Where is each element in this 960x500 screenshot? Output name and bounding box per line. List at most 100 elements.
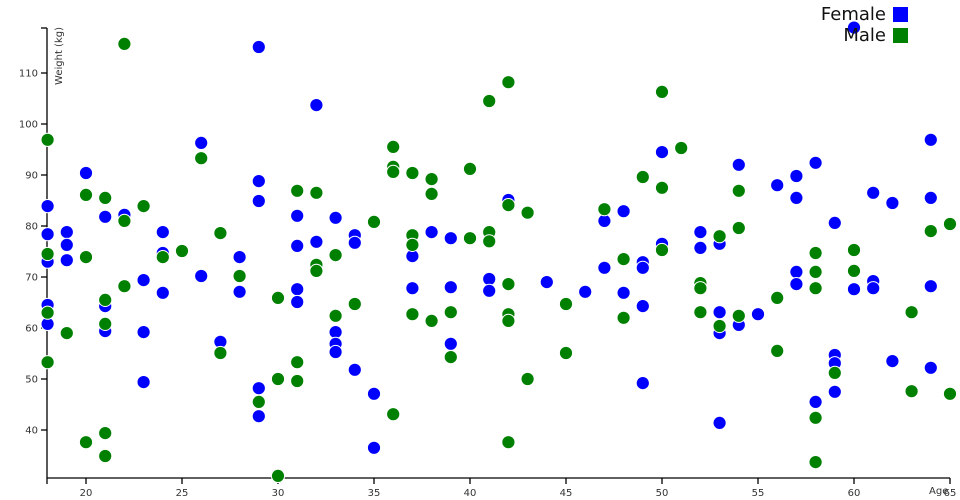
point-male — [616, 252, 631, 267]
female-swatch-icon — [893, 7, 908, 22]
point-male — [462, 231, 478, 246]
point-female — [59, 237, 74, 252]
point-female — [789, 168, 804, 184]
point-male — [482, 93, 497, 109]
point-male — [155, 250, 170, 265]
point-female — [866, 185, 881, 200]
point-female — [232, 284, 247, 299]
point-male — [674, 140, 689, 156]
point-male — [808, 264, 823, 279]
point-female — [770, 178, 785, 193]
point-male — [309, 263, 324, 278]
point-female — [846, 20, 862, 35]
point-male — [40, 132, 55, 147]
point-female — [923, 190, 938, 205]
legend-label-female: Female — [820, 4, 886, 25]
point-female — [827, 384, 842, 399]
point-male — [558, 296, 574, 312]
point-female — [789, 190, 804, 205]
point-female — [635, 299, 650, 314]
point-male — [520, 371, 535, 387]
point-male — [520, 205, 535, 220]
point-male — [597, 202, 612, 217]
point-male — [731, 220, 746, 236]
point-female — [923, 279, 938, 294]
point-female — [40, 227, 55, 242]
x-tick-label: 35 — [368, 488, 381, 499]
point-female — [443, 336, 458, 351]
point-male — [808, 455, 823, 470]
point-male — [770, 290, 785, 305]
point-female — [155, 225, 170, 240]
point-female — [578, 284, 593, 299]
point-female — [40, 199, 55, 214]
point-male — [405, 307, 420, 322]
x-tick-label: 50 — [656, 488, 669, 499]
point-female — [155, 285, 170, 300]
point-female — [290, 208, 305, 223]
point-male — [59, 326, 74, 341]
point-male — [194, 151, 209, 166]
point-female — [251, 409, 266, 424]
point-male — [501, 277, 516, 292]
point-male — [328, 308, 343, 323]
point-female — [290, 282, 305, 297]
point-male — [213, 345, 228, 361]
point-male — [328, 248, 343, 263]
point-female — [194, 268, 209, 284]
x-tick-label: 55 — [752, 488, 765, 499]
point-male — [78, 250, 94, 265]
x-tick-label: 25 — [176, 488, 189, 499]
point-male — [136, 199, 151, 214]
point-male — [98, 292, 113, 307]
point-male — [290, 373, 305, 389]
point-female — [59, 225, 74, 240]
point-male — [386, 407, 401, 422]
point-female — [98, 209, 113, 224]
point-female — [654, 145, 670, 160]
point-male — [270, 290, 286, 305]
point-male — [78, 435, 94, 450]
x-axis-title: Age — [929, 486, 949, 497]
point-male — [904, 305, 919, 320]
point-female — [136, 375, 151, 390]
point-male — [827, 365, 842, 380]
point-female — [309, 98, 324, 113]
x-tick-label: 45 — [560, 488, 573, 499]
point-male — [923, 224, 938, 239]
point-female — [482, 283, 497, 298]
point-male — [443, 350, 458, 365]
point-female — [789, 264, 804, 279]
point-male — [78, 187, 94, 202]
point-male — [482, 234, 497, 249]
point-female — [443, 231, 458, 246]
point-female — [731, 157, 746, 172]
point-female — [78, 165, 94, 181]
point-female — [136, 273, 151, 288]
point-male — [98, 190, 113, 205]
point-male — [386, 164, 401, 179]
point-male — [232, 268, 247, 284]
point-male — [270, 468, 286, 483]
point-male — [309, 185, 324, 200]
point-female — [789, 277, 804, 292]
point-female — [443, 280, 458, 295]
y-tick-label: 80 — [25, 222, 38, 233]
point-female — [424, 225, 439, 240]
x-tick-label: 65 — [944, 488, 957, 499]
point-male — [117, 279, 132, 294]
point-female — [347, 235, 362, 250]
point-male — [40, 355, 55, 370]
point-female — [693, 225, 708, 240]
point-female — [251, 174, 266, 189]
y-tick-label: 60 — [25, 324, 38, 335]
x-tick-label: 40 — [464, 488, 477, 499]
point-female — [808, 394, 823, 409]
legend-item-female: Female — [821, 4, 908, 25]
point-male — [424, 172, 439, 187]
point-male — [117, 36, 132, 52]
point-female — [866, 281, 881, 296]
legend-item-male: Male — [821, 25, 908, 46]
point-male — [40, 305, 55, 320]
